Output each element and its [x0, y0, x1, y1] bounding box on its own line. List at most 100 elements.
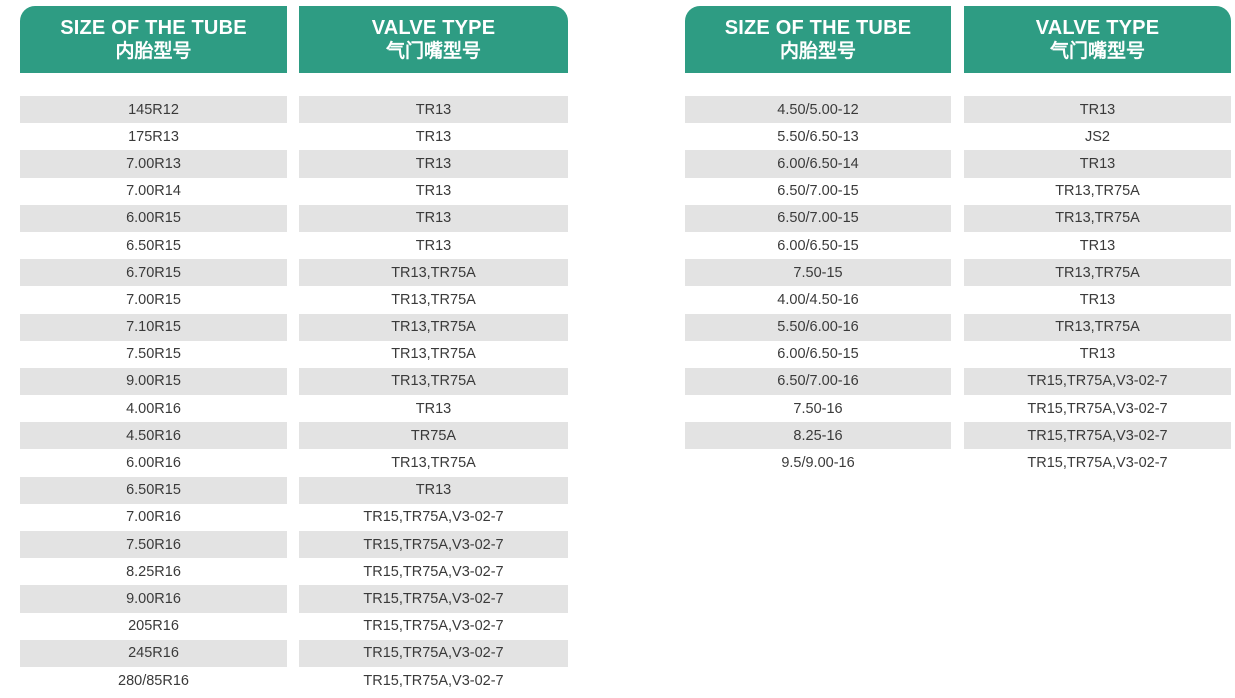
table-row: 7.50-16 TR15,TR75A,V3-02-7	[685, 395, 1231, 423]
tube-size-cell: 7.50R16	[20, 531, 287, 559]
valve-type-cell: TR15,TR75A,V3-02-7	[964, 395, 1231, 423]
valve-type-cell: TR13	[964, 96, 1231, 124]
table-row: 6.50/7.00-15 TR13,TR75A	[685, 177, 1231, 205]
tube-size-cell: 5.50/6.50-13	[685, 123, 951, 151]
table-header-row: SIZE OF THE TUBE 内胎型号 VALVE TYPE 气门嘴型号	[20, 6, 568, 73]
table-row: 6.00/6.50-15 TR13	[685, 231, 1231, 260]
table-row: 5.50/6.50-13 JS2	[685, 123, 1231, 151]
table-row: 4.50R16 TR75A	[20, 422, 568, 450]
table-row: 6.00R15 TR13	[20, 204, 568, 232]
table-row: 6.00R16 TR13,TR75A	[20, 449, 568, 477]
valve-type-cell: TR13	[299, 150, 568, 178]
table-row: 280/85R16 TR15,TR75A,V3-02-7	[20, 666, 568, 695]
table-row: 9.00R15 TR13,TR75A	[20, 367, 568, 396]
valve-type-cell: TR13	[964, 286, 1231, 314]
tube-size-cell: 6.50R15	[20, 476, 287, 504]
table-body: 4.50/5.00-12 TR13 5.50/6.50-13 JS2 6.00/6.50…	[685, 96, 1231, 477]
tube-size-cell: 6.50/7.00-15	[685, 177, 951, 205]
tube-size-cell: 7.00R14	[20, 177, 287, 205]
table-row: 145R12 TR13	[20, 96, 568, 124]
tube-size-cell: 7.50-15	[685, 259, 951, 287]
table-row: 7.50-15 TR13,TR75A	[685, 259, 1231, 287]
table-row: 7.50R15 TR13,TR75A	[20, 340, 568, 368]
table-row: 6.50/7.00-16 TR15,TR75A,V3-02-7	[685, 367, 1231, 396]
column-header-valve: VALVE TYPE 气门嘴型号	[964, 6, 1231, 73]
tube-size-cell: 175R13	[20, 123, 287, 151]
valve-type-cell: TR13,TR75A	[299, 313, 568, 341]
table-row: 8.25R16 TR15,TR75A,V3-02-7	[20, 558, 568, 586]
tube-size-cell: 7.10R15	[20, 313, 287, 341]
table-row: 6.00/6.50-15 TR13	[685, 340, 1231, 368]
table-row: 7.00R16 TR15,TR75A,V3-02-7	[20, 503, 568, 531]
valve-type-cell: TR13	[299, 96, 568, 124]
tube-size-cell: 4.00R16	[20, 395, 287, 423]
table-header-row: SIZE OF THE TUBE 内胎型号 VALVE TYPE 气门嘴型号	[685, 6, 1231, 73]
column-header-size: SIZE OF THE TUBE 内胎型号	[20, 6, 287, 73]
tube-table-right: SIZE OF THE TUBE 内胎型号 VALVE TYPE 气门嘴型号 4…	[685, 6, 1231, 477]
column-header-valve-zh: 气门嘴型号	[1049, 40, 1145, 62]
table-row: 4.00R16 TR13	[20, 395, 568, 423]
table-row: 4.50/5.00-12 TR13	[685, 96, 1231, 124]
valve-type-cell: TR13	[964, 340, 1231, 368]
table-row: 6.70R15 TR13,TR75A	[20, 259, 568, 287]
tube-size-cell: 8.25R16	[20, 558, 287, 586]
valve-type-cell: TR13	[299, 204, 568, 232]
table-row: 6.00/6.50-14 TR13	[685, 150, 1231, 178]
table-row: 6.50R15 TR13	[20, 231, 568, 260]
tube-size-cell: 5.50/6.00-16	[685, 313, 951, 341]
table-row: 205R16 TR15,TR75A,V3-02-7	[20, 612, 568, 640]
table-row: 175R13 TR13	[20, 123, 568, 151]
tube-size-cell: 280/85R16	[20, 666, 287, 695]
table-row: 6.50R15 TR13	[20, 476, 568, 504]
column-header-valve: VALVE TYPE 气门嘴型号	[299, 6, 568, 73]
column-header-size-zh: 内胎型号	[115, 40, 192, 62]
table-row: 7.10R15 TR13,TR75A	[20, 313, 568, 341]
table-row: 5.50/6.00-16 TR13,TR75A	[685, 313, 1231, 341]
valve-type-cell: TR75A	[299, 422, 568, 450]
column-header-size-zh: 内胎型号	[779, 40, 856, 62]
tube-size-cell: 6.70R15	[20, 259, 287, 287]
tube-size-cell: 8.25-16	[685, 422, 951, 450]
tube-size-cell: 6.00/6.50-15	[685, 340, 951, 368]
tube-size-cell: 7.50R15	[20, 340, 287, 368]
valve-type-cell: TR15,TR75A,V3-02-7	[299, 666, 568, 695]
valve-type-cell: TR15,TR75A,V3-02-7	[964, 422, 1231, 450]
valve-type-cell: TR13,TR75A	[964, 204, 1231, 232]
table-row: 9.00R16 TR15,TR75A,V3-02-7	[20, 585, 568, 613]
tube-table-left: SIZE OF THE TUBE 内胎型号 VALVE TYPE 气门嘴型号 1…	[20, 6, 568, 695]
table-body: 145R12 TR13 175R13 TR13 7.00R13 TR13 7.00R14 TR…	[20, 96, 568, 695]
tube-size-cell: 9.5/9.00-16	[685, 449, 951, 477]
valve-type-cell: TR15,TR75A,V3-02-7	[299, 558, 568, 586]
table-row: 4.00/4.50-16 TR13	[685, 286, 1231, 314]
table-row: 7.00R14 TR13	[20, 177, 568, 205]
table-row: 9.5/9.00-16 TR15,TR75A,V3-02-7	[685, 449, 1231, 477]
tube-size-cell: 4.50/5.00-12	[685, 96, 951, 124]
valve-type-cell: TR15,TR75A,V3-02-7	[299, 639, 568, 667]
tube-size-cell: 245R16	[20, 639, 287, 667]
valve-type-cell: TR13	[299, 476, 568, 504]
column-header-valve-zh: 气门嘴型号	[385, 40, 481, 62]
tube-size-cell: 9.00R15	[20, 367, 287, 396]
column-header-size-en: SIZE OF THE TUBE	[60, 16, 247, 39]
valve-type-cell: TR13	[964, 150, 1231, 178]
tube-size-cell: 6.50/7.00-15	[685, 204, 951, 232]
valve-type-cell: TR15,TR75A,V3-02-7	[299, 531, 568, 559]
table-row: 7.00R15 TR13,TR75A	[20, 286, 568, 314]
valve-type-cell: TR15,TR75A,V3-02-7	[964, 367, 1231, 396]
valve-type-cell: TR13,TR75A	[299, 340, 568, 368]
tube-size-cell: 6.50R15	[20, 231, 287, 260]
column-header-valve-en: VALVE TYPE	[1035, 16, 1160, 39]
tube-size-cell: 7.00R15	[20, 286, 287, 314]
column-header-valve-en: VALVE TYPE	[371, 16, 496, 39]
valve-type-cell: TR13	[299, 231, 568, 260]
tube-size-cell: 7.00R13	[20, 150, 287, 178]
tube-size-cell: 6.00R16	[20, 449, 287, 477]
valve-type-cell: TR13,TR75A	[299, 286, 568, 314]
tube-size-cell: 205R16	[20, 612, 287, 640]
table-row: 245R16 TR15,TR75A,V3-02-7	[20, 639, 568, 667]
column-header-size-en: SIZE OF THE TUBE	[724, 16, 912, 39]
valve-type-cell: JS2	[964, 123, 1231, 151]
tube-size-cell: 4.00/4.50-16	[685, 286, 951, 314]
tube-size-cell: 6.00R15	[20, 204, 287, 232]
tube-size-cell: 9.00R16	[20, 585, 287, 613]
